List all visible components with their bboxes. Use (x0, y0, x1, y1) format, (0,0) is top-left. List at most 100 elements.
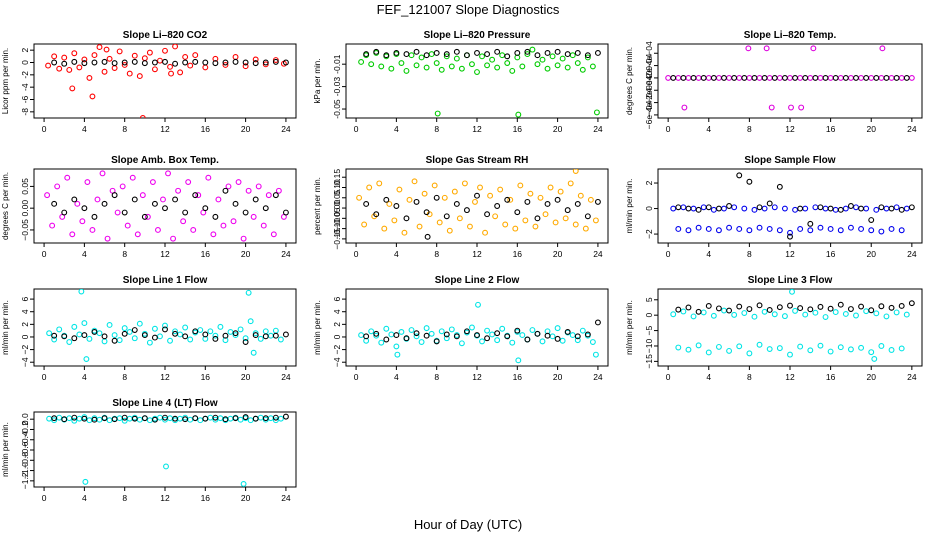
data-point (277, 415, 284, 422)
data-point (86, 335, 93, 342)
data-point (129, 174, 136, 181)
data-point (212, 416, 219, 423)
data-point (361, 221, 368, 228)
x-tick-label: 0 (666, 372, 671, 382)
data-point (383, 336, 390, 343)
y-tick-label: -8 (20, 108, 30, 116)
data-point (479, 53, 485, 60)
y-tick-label: 2 (20, 48, 30, 53)
panel-title: Slope Li–820 CO2 (123, 30, 208, 41)
data-point (202, 205, 209, 212)
panel-title: Slope Gas Stream RH (426, 155, 529, 166)
data-point (157, 57, 163, 64)
data-point (151, 66, 158, 73)
data-point (776, 304, 783, 311)
y-tick-label: −0.05 (332, 207, 342, 229)
data-point (225, 183, 232, 190)
series-all (665, 45, 915, 111)
data-point (388, 331, 395, 338)
data-point (282, 209, 289, 216)
y-tick-label: −4e−04 (644, 88, 654, 117)
data-point (847, 224, 854, 231)
data-point (61, 209, 68, 216)
y-tick-label: −4 (332, 357, 342, 367)
x-tick-label: 16 (201, 249, 211, 259)
y-tick-label: −1.0 (20, 462, 30, 479)
data-point (695, 206, 702, 213)
data-point (562, 215, 569, 222)
data-point (787, 229, 793, 236)
y-tick-label: −0.15 (332, 228, 342, 250)
data-point (413, 333, 420, 340)
data-point (554, 335, 561, 342)
data-point (61, 416, 68, 423)
data-point (787, 302, 793, 309)
x-tick-label: 16 (513, 124, 523, 134)
data-point (411, 178, 418, 185)
y-tick-label: 0 (332, 334, 342, 339)
data-point (167, 415, 173, 422)
data-point (436, 219, 443, 226)
data-point (167, 337, 173, 344)
data-point (564, 64, 571, 71)
data-point (559, 55, 566, 62)
x-tick-label: 24 (907, 372, 917, 382)
data-point (705, 226, 712, 232)
data-point (423, 325, 430, 332)
data-point (847, 306, 854, 312)
data-point (574, 60, 581, 67)
data-point (144, 213, 151, 220)
x-tick-label: 12 (160, 249, 170, 259)
data-point (86, 74, 93, 81)
data-point (272, 332, 279, 339)
data-point (710, 206, 717, 213)
data-point (665, 74, 672, 81)
data-point (781, 313, 788, 320)
data-point (139, 115, 146, 118)
data-point (141, 213, 148, 220)
data-point (710, 74, 717, 81)
data-point (524, 51, 531, 58)
data-point (428, 51, 435, 58)
y-tick-label: -0.01 (332, 54, 342, 74)
data-point (182, 53, 189, 60)
data-point (680, 74, 687, 81)
data-point (475, 301, 481, 308)
data-point (96, 416, 103, 423)
data-point (131, 52, 138, 59)
data-point (106, 322, 113, 328)
data-point (64, 174, 71, 181)
data-point (584, 52, 591, 59)
plot-frame (345, 288, 609, 367)
data-point (675, 344, 682, 351)
data-point (489, 331, 496, 338)
data-point (49, 222, 56, 229)
x-tick-label: 8 (122, 493, 127, 503)
data-point (81, 60, 88, 67)
data-point (170, 235, 177, 242)
data-point (358, 58, 365, 65)
data-point (766, 226, 773, 232)
x-tick-label: 4 (82, 372, 87, 382)
data-point (212, 332, 219, 339)
data-point (594, 198, 601, 205)
data-point (572, 169, 579, 175)
y-axis-label: degrees C per min. (625, 47, 634, 115)
data-point (71, 323, 78, 330)
data-point (771, 311, 778, 318)
data-point (267, 415, 274, 422)
data-point (91, 416, 98, 423)
data-point (257, 335, 264, 342)
data-point (56, 65, 63, 72)
data-point (751, 74, 758, 81)
data-point (222, 416, 229, 423)
data-point (453, 333, 460, 340)
series-hourly (670, 74, 910, 81)
data-point (594, 50, 601, 56)
data-point (121, 414, 128, 421)
x-tick-label: 24 (593, 124, 603, 134)
data-point (157, 414, 163, 421)
data-point (776, 345, 783, 352)
data-point (126, 415, 133, 422)
data-point (670, 205, 677, 212)
